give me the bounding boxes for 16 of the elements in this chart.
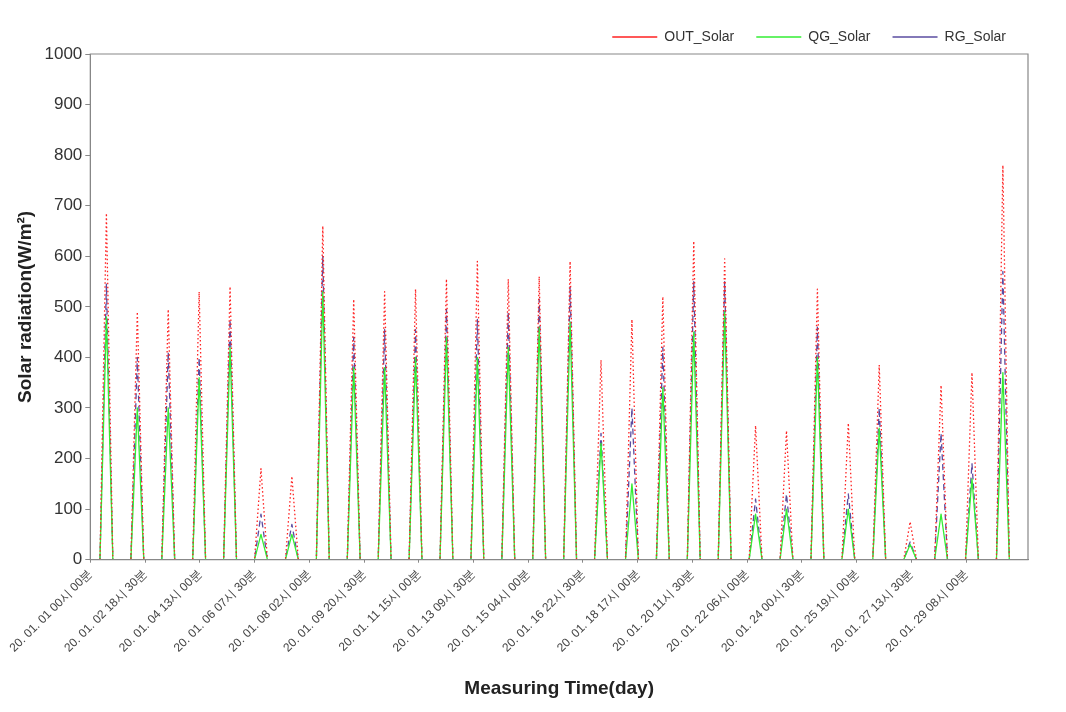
legend-label: OUT_Solar bbox=[664, 27, 735, 44]
y-tick-label: 800 bbox=[53, 144, 83, 164]
legend-label: RG_Solar bbox=[944, 27, 1007, 44]
y-tick-label: 500 bbox=[53, 296, 83, 316]
y-tick-label: 900 bbox=[53, 94, 83, 114]
y-tick-label: 300 bbox=[53, 397, 83, 417]
legend-label: QG_Solar bbox=[808, 27, 871, 44]
y-tick-label: 0 bbox=[72, 549, 83, 569]
y-tick-label: 700 bbox=[53, 195, 83, 215]
y-tick-label: 200 bbox=[53, 448, 83, 468]
x-axis-title: Measuring Time(day) bbox=[464, 676, 654, 698]
y-tick-label: 100 bbox=[53, 498, 83, 518]
y-tick-label: 1000 bbox=[44, 43, 83, 63]
y-tick-label: 600 bbox=[53, 245, 83, 265]
y-tick-label: 400 bbox=[53, 347, 83, 367]
y-axis-title: Solar radiation(W/m²) bbox=[14, 210, 36, 403]
